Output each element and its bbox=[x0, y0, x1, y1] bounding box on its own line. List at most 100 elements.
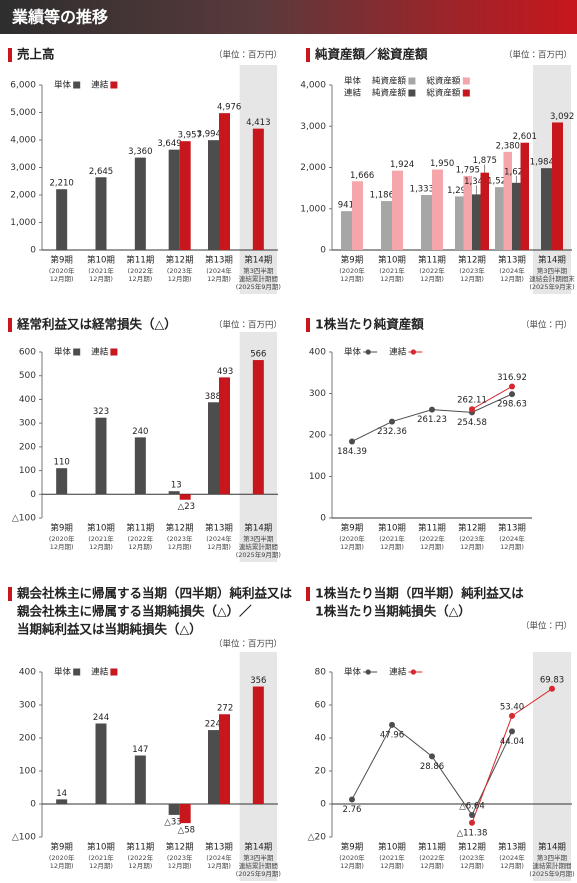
bar bbox=[208, 140, 219, 250]
x-tick-label: (2023年 bbox=[459, 534, 485, 543]
value-label: 1,924 bbox=[390, 160, 414, 170]
legend-label: 連結 bbox=[389, 667, 407, 678]
value-label: 316.92 bbox=[497, 373, 527, 383]
y-tick-label: 100 bbox=[309, 472, 326, 482]
y-tick-label: 0 bbox=[30, 800, 36, 810]
legend-swatch bbox=[410, 349, 416, 355]
y-tick-label: 100 bbox=[19, 466, 36, 476]
y-tick-label: 400 bbox=[19, 668, 36, 678]
bar bbox=[56, 799, 68, 804]
y-tick-label: 300 bbox=[19, 419, 36, 429]
x-tick-label: (2022年 bbox=[419, 853, 445, 862]
bar bbox=[352, 181, 363, 250]
x-tick-label: 12月期) bbox=[168, 275, 192, 283]
x-tick-label: 12月期) bbox=[380, 275, 404, 283]
y-tick-label: 40 bbox=[315, 734, 327, 744]
bar bbox=[512, 182, 521, 250]
x-tick-label: 12月期) bbox=[207, 275, 231, 283]
bar bbox=[95, 177, 107, 250]
x-tick-label: (2023年 bbox=[167, 853, 193, 862]
x-tick-label: 第14期 bbox=[538, 255, 566, 266]
value-label: 3,649 bbox=[157, 139, 181, 149]
bar bbox=[56, 468, 68, 495]
x-tick-label: (2023年 bbox=[459, 853, 485, 862]
x-tick-label: 第12期 bbox=[166, 842, 194, 853]
unit-label: （単位：百万円） bbox=[214, 639, 282, 650]
y-tick-label: 4,000 bbox=[300, 81, 326, 91]
value-label: 13 bbox=[171, 481, 182, 491]
value-label: 323 bbox=[93, 407, 109, 417]
chart-title: 当期純利益又は当期純損失（△） bbox=[17, 622, 202, 637]
value-label: 254.58 bbox=[457, 418, 487, 428]
x-tick-label: (2022年 bbox=[128, 534, 154, 543]
x-tick-label: 第14期 bbox=[244, 523, 272, 534]
bar bbox=[179, 804, 191, 824]
x-tick-label: 12月期) bbox=[420, 543, 444, 551]
header-bar bbox=[0, 0, 577, 34]
x-tick-label: 第14期 bbox=[244, 255, 272, 266]
value-label: 69.83 bbox=[540, 675, 564, 685]
data-point bbox=[549, 685, 555, 692]
legend-label: 総資産額 bbox=[426, 88, 461, 99]
title-marker bbox=[8, 318, 12, 332]
value-label: 2,645 bbox=[89, 167, 113, 177]
bar bbox=[520, 142, 529, 250]
unit-label: （単位：円） bbox=[521, 320, 572, 331]
x-tick-label: (2021年 bbox=[88, 266, 114, 275]
x-tick-label: (2024年 bbox=[206, 266, 232, 275]
data-point bbox=[469, 406, 475, 413]
x-tick-label: (2024年 bbox=[206, 853, 232, 862]
chart-title: 純資産額／総資産額 bbox=[314, 47, 428, 62]
bar bbox=[208, 402, 219, 495]
data-point bbox=[429, 406, 435, 413]
x-tick-label: (2022年 bbox=[128, 853, 154, 862]
x-tick-label: (2023年 bbox=[167, 534, 193, 543]
x-tick-label: (2021年 bbox=[88, 853, 114, 862]
x-tick-label: 第11期 bbox=[126, 523, 154, 534]
value-label: 244 bbox=[93, 713, 109, 723]
value-label: 1,524 bbox=[487, 177, 511, 187]
bar bbox=[219, 377, 230, 495]
x-tick-label: 12月期) bbox=[500, 543, 524, 551]
y-tick-label: △100 bbox=[12, 514, 36, 524]
x-tick-label: 第10期 bbox=[87, 842, 115, 853]
y-tick-label: 0 bbox=[320, 800, 326, 810]
legend-swatch bbox=[110, 668, 118, 676]
bar bbox=[168, 804, 180, 815]
legend-label: 単体 bbox=[54, 80, 72, 91]
x-tick-label: 第13期 bbox=[205, 842, 233, 853]
data-point bbox=[509, 728, 515, 735]
data-point bbox=[509, 383, 515, 390]
x-tick-label: 第9期 bbox=[341, 523, 363, 534]
value-label: 262.11 bbox=[457, 396, 487, 406]
bar bbox=[95, 723, 107, 804]
x-tick-label: 12月期) bbox=[50, 862, 74, 870]
value-label: 147 bbox=[132, 745, 148, 755]
value-label: 4,413 bbox=[246, 118, 270, 128]
x-tick-label: 第9期 bbox=[341, 255, 363, 266]
y-tick-label: △100 bbox=[12, 833, 36, 843]
x-tick-label: 第10期 bbox=[87, 523, 115, 534]
y-tick-label: 500 bbox=[19, 371, 36, 381]
legend-swatch bbox=[365, 669, 371, 675]
chart-title: 売上高 bbox=[17, 47, 55, 62]
legend-label: 純資産額 bbox=[372, 76, 407, 87]
x-tick-label: (2020年 bbox=[49, 853, 75, 862]
y-tick-label: 400 bbox=[19, 395, 36, 405]
x-tick-label: 第10期 bbox=[378, 842, 406, 853]
title-marker bbox=[306, 48, 310, 62]
data-point bbox=[389, 721, 395, 728]
value-label: 566 bbox=[250, 350, 266, 360]
value-label: 941 bbox=[338, 201, 354, 211]
bar bbox=[480, 172, 489, 250]
value-label: 1,950 bbox=[430, 159, 454, 169]
x-tick-label: (2021年 bbox=[379, 534, 405, 543]
y-tick-label: 300 bbox=[19, 701, 36, 711]
bar bbox=[134, 157, 146, 250]
legend-group: 連結 bbox=[344, 88, 362, 99]
x-tick-label: 第3四半期 bbox=[537, 266, 568, 275]
bar bbox=[56, 189, 68, 250]
y-tick-label: 400 bbox=[309, 348, 326, 358]
x-tick-label: (2022年 bbox=[419, 534, 445, 543]
